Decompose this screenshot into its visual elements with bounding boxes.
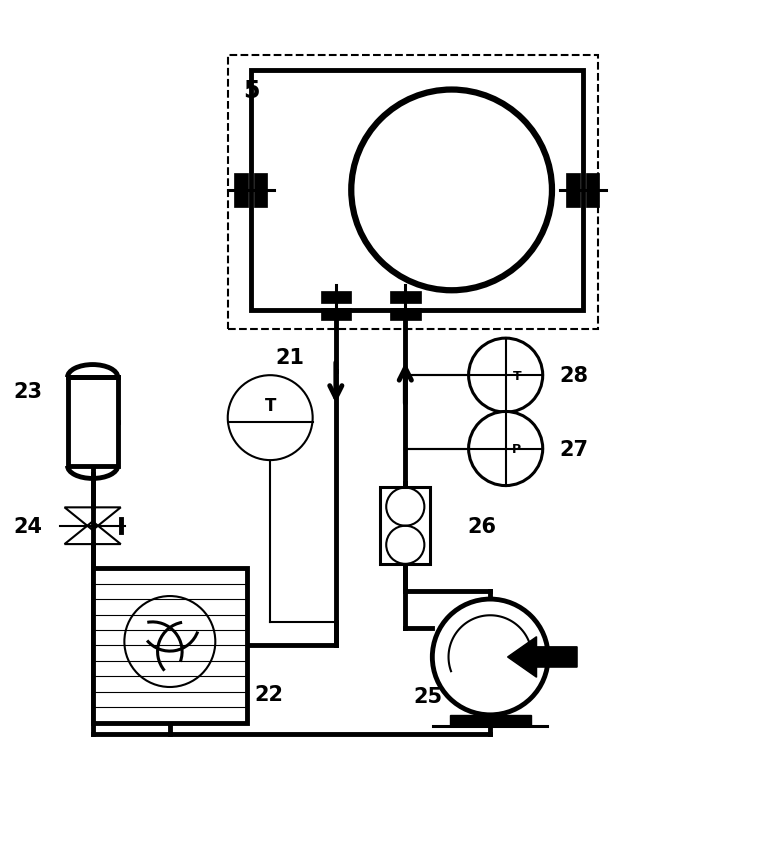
Bar (251, 71, 583, 311)
Text: 25: 25 (413, 685, 442, 706)
Bar (228, 56, 598, 329)
Bar (320, 309, 351, 321)
Bar (380, 488, 431, 565)
Bar (586, 173, 599, 208)
Text: 28: 28 (560, 365, 589, 386)
FancyArrow shape (508, 637, 577, 678)
Bar (67, 377, 117, 467)
Text: 24: 24 (13, 517, 42, 536)
Circle shape (469, 338, 543, 413)
Bar (235, 173, 248, 208)
Text: 5: 5 (243, 78, 259, 103)
Text: 21: 21 (275, 348, 304, 368)
Text: 23: 23 (13, 381, 42, 401)
Polygon shape (449, 715, 530, 727)
Text: 26: 26 (467, 517, 496, 536)
Bar (390, 309, 421, 321)
Circle shape (228, 376, 313, 461)
Text: T: T (513, 369, 521, 382)
Text: P: P (512, 442, 521, 456)
Text: 27: 27 (560, 439, 589, 459)
Bar (93, 569, 247, 722)
Bar (320, 292, 351, 304)
Bar (254, 173, 267, 208)
Bar (390, 292, 421, 304)
Circle shape (469, 412, 543, 486)
Text: 22: 22 (255, 684, 284, 704)
Circle shape (432, 599, 548, 715)
Bar (567, 173, 580, 208)
Text: T: T (265, 397, 276, 414)
